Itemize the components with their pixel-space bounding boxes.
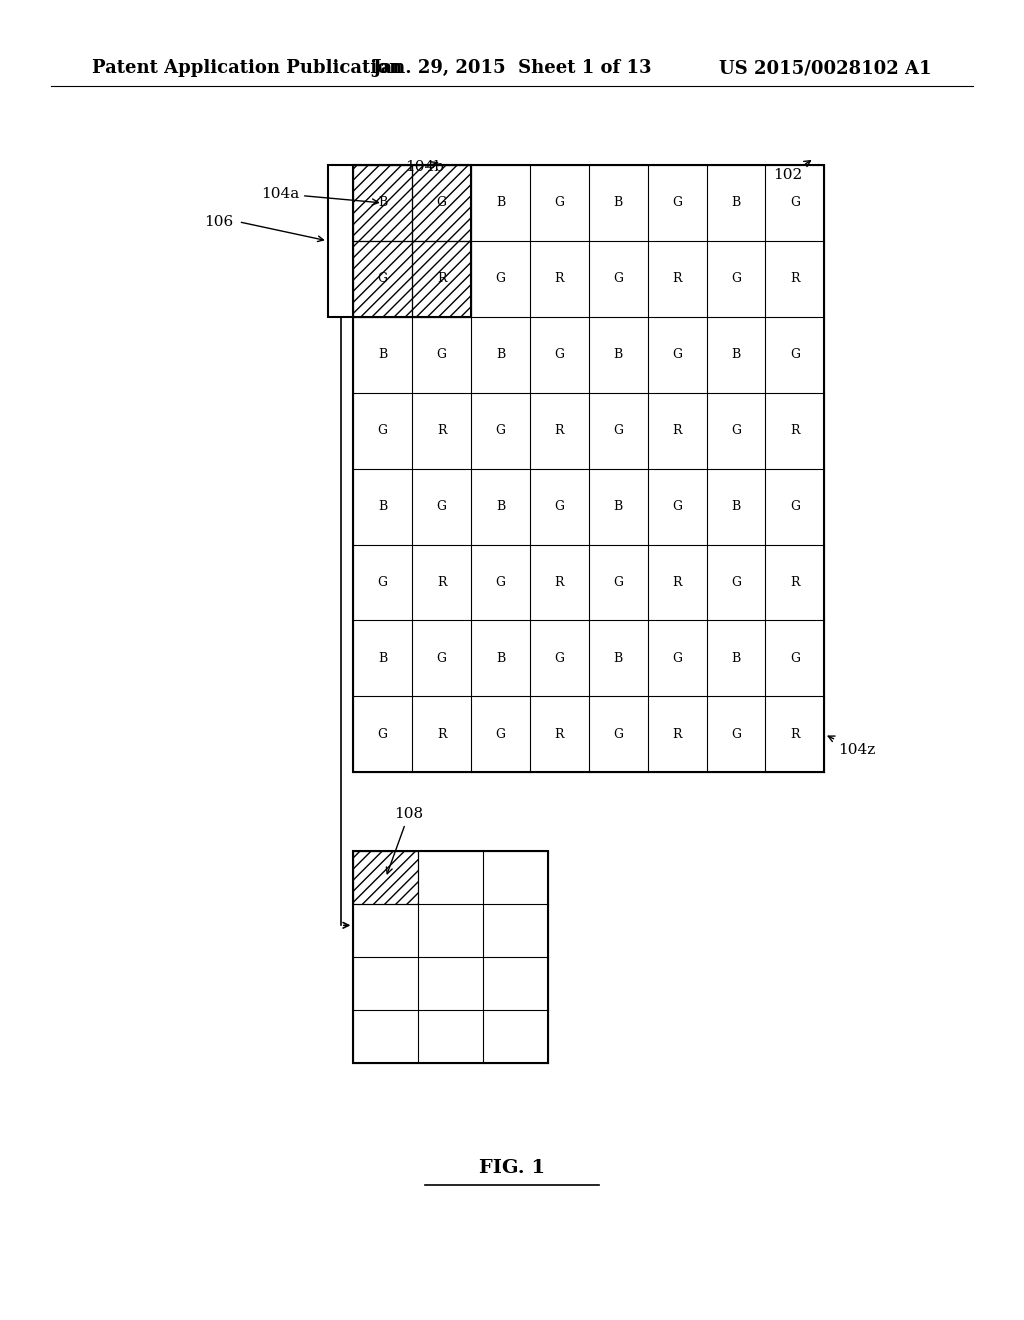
Text: R: R <box>791 727 800 741</box>
Text: B: B <box>613 500 623 513</box>
Text: G: G <box>436 500 446 513</box>
Text: 106: 106 <box>204 215 233 228</box>
Text: B: B <box>731 197 740 210</box>
Text: R: R <box>555 727 564 741</box>
Text: R: R <box>437 272 446 285</box>
Text: G: G <box>790 500 800 513</box>
Text: R: R <box>555 424 564 437</box>
Text: 104a: 104a <box>261 186 379 205</box>
Text: G: G <box>436 652 446 665</box>
Bar <box>353 851 548 1063</box>
Text: G: G <box>496 576 506 589</box>
Text: G: G <box>731 272 741 285</box>
Text: R: R <box>437 424 446 437</box>
Text: R: R <box>673 272 682 285</box>
Text: G: G <box>790 348 800 362</box>
Text: G: G <box>790 197 800 210</box>
Text: G: G <box>613 576 624 589</box>
Text: R: R <box>437 727 446 741</box>
Text: Jan. 29, 2015  Sheet 1 of 13: Jan. 29, 2015 Sheet 1 of 13 <box>373 59 651 78</box>
Text: G: G <box>554 348 564 362</box>
Text: G: G <box>378 576 388 589</box>
Text: G: G <box>672 500 682 513</box>
Text: G: G <box>731 424 741 437</box>
Text: G: G <box>496 424 506 437</box>
Text: R: R <box>673 576 682 589</box>
Text: G: G <box>613 727 624 741</box>
Text: B: B <box>731 348 740 362</box>
Text: B: B <box>496 348 505 362</box>
Text: R: R <box>673 424 682 437</box>
Text: B: B <box>496 197 505 210</box>
Text: G: G <box>672 197 682 210</box>
Text: B: B <box>613 348 623 362</box>
Text: G: G <box>554 652 564 665</box>
Text: US 2015/0028102 A1: US 2015/0028102 A1 <box>719 59 932 78</box>
Text: 104b: 104b <box>406 160 444 174</box>
Text: G: G <box>613 272 624 285</box>
Text: G: G <box>378 272 388 285</box>
Text: G: G <box>790 652 800 665</box>
Text: Patent Application Publication: Patent Application Publication <box>92 59 402 78</box>
Text: B: B <box>731 500 740 513</box>
Text: B: B <box>613 197 623 210</box>
Text: R: R <box>791 576 800 589</box>
Text: R: R <box>791 272 800 285</box>
Text: FIG. 1: FIG. 1 <box>479 1159 545 1177</box>
Bar <box>412 240 471 317</box>
Bar <box>412 165 471 242</box>
Bar <box>353 851 418 904</box>
Text: R: R <box>791 424 800 437</box>
Text: G: G <box>378 727 388 741</box>
Text: G: G <box>613 424 624 437</box>
Text: 108: 108 <box>386 807 423 874</box>
Text: B: B <box>378 348 387 362</box>
Text: B: B <box>378 500 387 513</box>
Text: G: G <box>554 197 564 210</box>
Bar <box>353 240 412 317</box>
Text: G: G <box>672 652 682 665</box>
Text: 104z: 104z <box>828 737 874 756</box>
Text: R: R <box>437 576 446 589</box>
Text: B: B <box>496 500 505 513</box>
Text: R: R <box>555 272 564 285</box>
Text: R: R <box>673 727 682 741</box>
Text: B: B <box>496 652 505 665</box>
Text: R: R <box>555 576 564 589</box>
Text: B: B <box>378 197 387 210</box>
Text: B: B <box>613 652 623 665</box>
Bar <box>353 165 824 772</box>
Text: G: G <box>731 727 741 741</box>
Text: G: G <box>731 576 741 589</box>
Text: G: G <box>436 197 446 210</box>
Text: B: B <box>731 652 740 665</box>
Bar <box>353 165 412 242</box>
Bar <box>328 165 471 317</box>
Text: G: G <box>554 500 564 513</box>
Text: B: B <box>378 652 387 665</box>
Text: G: G <box>672 348 682 362</box>
Text: G: G <box>496 727 506 741</box>
Text: G: G <box>496 272 506 285</box>
Text: 102: 102 <box>773 161 810 182</box>
Text: G: G <box>378 424 388 437</box>
Text: G: G <box>436 348 446 362</box>
